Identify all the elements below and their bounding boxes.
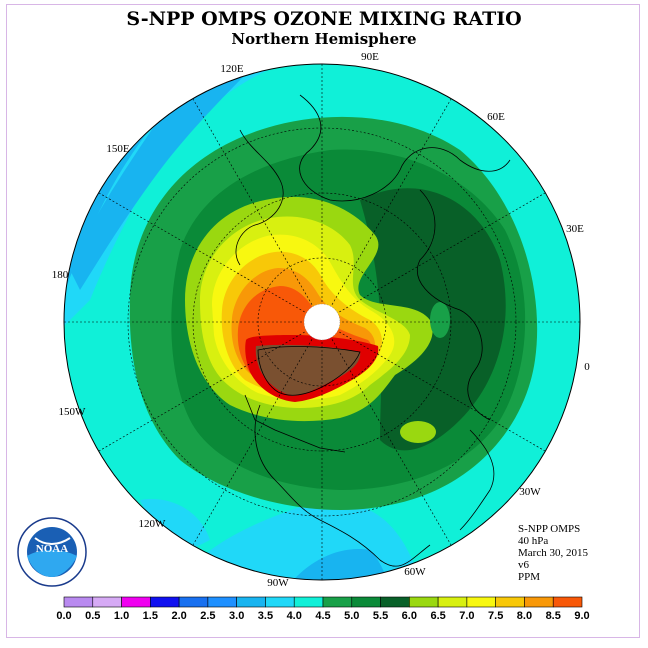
colorbar-tick-label: 3.0 [229, 610, 244, 622]
field-blob-5-5 [400, 421, 436, 443]
polar-cap [303, 303, 341, 341]
lon-label-0: 0 [584, 361, 590, 373]
lon-label-150e: 150E [106, 143, 130, 155]
noaa-logo-wave [27, 550, 77, 577]
info-pressure: 40 hPa [518, 535, 549, 547]
meridian-120e [192, 98, 323, 323]
colorbar-tick-label: 7.0 [459, 610, 474, 622]
figure-frame [6, 4, 640, 638]
lon-label-30e: 30E [566, 223, 584, 235]
info-instrument: S-NPP OMPS [518, 523, 581, 535]
colorbar-tick-label: 8.0 [517, 610, 532, 622]
colorbar-tick-label: 5.0 [344, 610, 359, 622]
lon-label-120w: 120W [139, 518, 167, 530]
colorbar-tick-label: 6.0 [402, 610, 417, 622]
coastlines [235, 94, 511, 567]
colorbar-swatch [265, 596, 295, 608]
map-boundary [63, 63, 581, 581]
colorbar-tick-label: 0.0 [56, 610, 71, 622]
coast-europe [417, 189, 491, 421]
longitude-labels: 90E 60E 30E 0 30W 60W 90W 120W 150W 180 … [52, 51, 591, 589]
colorbar-swatch [380, 596, 410, 608]
noaa-logo: NOAA [17, 517, 87, 587]
lon-label-120e: 120E [220, 63, 244, 75]
colorbar-tick-label: 2.5 [200, 610, 215, 622]
colorbar-swatch [63, 596, 94, 608]
lon-label-180: 180 [52, 269, 69, 281]
colorbar-tick-label: 5.5 [373, 610, 388, 622]
info-date: March 30, 2015 [518, 547, 588, 559]
colorbar-tick-label: 0.5 [85, 610, 100, 622]
coast-americas [254, 404, 431, 567]
lon-label-30w: 30W [519, 486, 541, 498]
lon-label-90w: 90W [267, 577, 289, 589]
colorbar-swatch [351, 596, 381, 608]
colorbar-swatch [552, 596, 583, 608]
colorbar-tick-label: 4.0 [287, 610, 302, 622]
colorbar-swatch [524, 596, 554, 608]
coast-africa [459, 429, 495, 531]
colorbar-tick-label: 4.5 [315, 610, 330, 622]
colorbar-swatch [92, 596, 122, 608]
meridian-30e [321, 192, 546, 323]
colorbar-tick-label: 7.5 [488, 610, 503, 622]
colorbar-swatch [409, 596, 439, 608]
lon-label-60w: 60W [404, 566, 426, 578]
field-level-3-south [290, 549, 390, 580]
colorbar-swatch [437, 596, 468, 608]
colorbar-tick-label: 1.0 [114, 610, 129, 622]
colorbar-tick-label: 6.5 [430, 610, 445, 622]
meridian-60w [321, 321, 452, 546]
noaa-logo-text: NOAA [36, 543, 68, 555]
colorbar-tick-label: 8.5 [546, 610, 561, 622]
coast-asia-north [299, 94, 511, 202]
info-units: PPM [518, 571, 541, 583]
colorbar-tick-label: 2.0 [171, 610, 186, 622]
figure-title: S-NPP OMPS OZONE MIXING RATIO [126, 8, 522, 30]
colorbar-labels: 0.0 0.5 1.0 1.5 2.0 2.5 3.0 3.5 4.0 4.5 5.0 5.5 6.0 6… [56, 610, 589, 622]
colorbar-tick-label: 3.5 [258, 610, 273, 622]
colorbar-swatch [207, 596, 237, 608]
colorbar-swatch [178, 596, 209, 608]
info-block: S-NPP OMPS 40 hPa March 30, 2015 v6 PPM [518, 523, 588, 583]
colorbar-tick-label: 9.0 [574, 610, 589, 622]
colorbar-tick-label: 1.5 [143, 610, 158, 622]
lon-label-60e: 60E [487, 111, 505, 123]
field-level-9 [255, 344, 361, 396]
meridian-120w [192, 321, 323, 546]
colorbar-swatch [495, 596, 525, 608]
meridian-150w [98, 321, 323, 452]
coast-greenland [257, 346, 361, 396]
meridian-150e [98, 192, 323, 323]
meridian-60e [321, 98, 452, 323]
coast-us-border [244, 394, 346, 453]
coast-siberia [235, 129, 284, 266]
lon-label-90e: 90E [361, 51, 379, 63]
colorbar-swatch [121, 596, 151, 608]
colorbar-swatch [322, 596, 353, 608]
meridian-30w [321, 321, 546, 452]
graticule [64, 64, 580, 580]
noaa-logo-gull [34, 537, 71, 545]
field-blob-4-5 [430, 302, 450, 338]
lon-label-150w: 150W [59, 406, 87, 418]
field-level-3-upper [70, 64, 260, 290]
figure-subtitle: Northern Hemisphere [231, 30, 417, 48]
info-version: v6 [518, 559, 529, 571]
colorbar-swatch [293, 596, 324, 608]
colorbar-swatch [150, 596, 180, 608]
colorbar-swatch [466, 596, 496, 608]
colorbar [63, 596, 583, 608]
colorbar-swatch [236, 596, 266, 608]
